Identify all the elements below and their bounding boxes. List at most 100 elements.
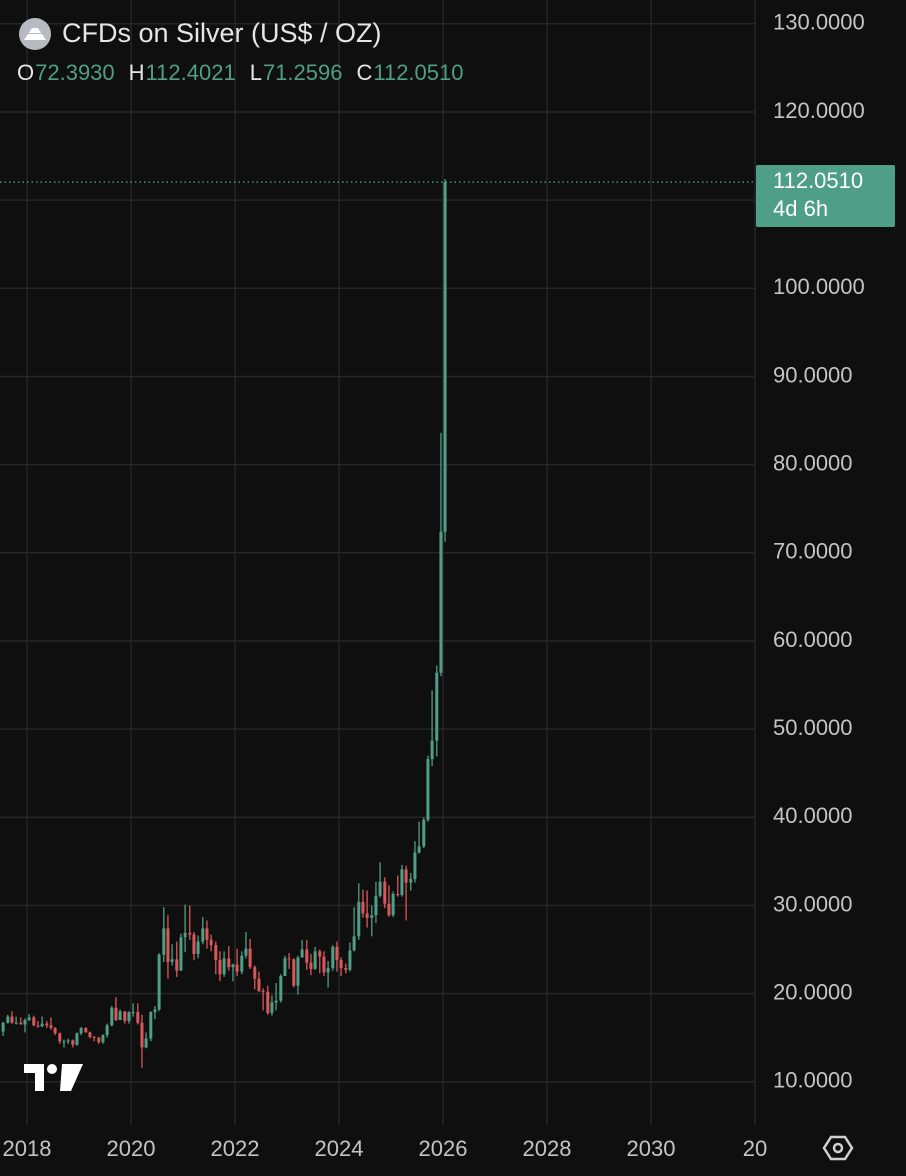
candle-body <box>296 957 300 986</box>
candle-body <box>357 901 361 937</box>
candle-body <box>231 964 235 968</box>
candle-body <box>32 1017 36 1026</box>
candle-body <box>417 846 421 853</box>
candle-body <box>214 945 218 961</box>
candle-body <box>365 913 369 918</box>
y-tick-label: 90.0000 <box>773 362 853 387</box>
candle-body <box>10 1016 14 1023</box>
candle-body <box>443 182 447 532</box>
settings-icon[interactable] <box>822 1135 854 1161</box>
candle-body <box>75 1033 79 1045</box>
candle-body <box>27 1017 31 1021</box>
candle-body <box>283 958 287 976</box>
candle-body <box>430 740 434 760</box>
y-tick-label: 10.0000 <box>773 1068 853 1093</box>
y-tick-label: 60.0000 <box>773 627 853 652</box>
candle-body <box>209 939 213 946</box>
candles <box>1 178 447 1068</box>
candle-body <box>235 964 239 972</box>
candle-body <box>36 1025 40 1027</box>
y-tick-label: 40.0000 <box>773 803 853 828</box>
tradingview-logo <box>24 1064 83 1091</box>
ohlc-key: H <box>129 60 145 85</box>
candle-body <box>344 968 348 970</box>
candle-body <box>49 1025 53 1029</box>
candle-body <box>196 941 200 954</box>
candle-body <box>383 881 387 904</box>
y-tick-label: 130.0000 <box>773 10 865 35</box>
symbol-icon <box>19 18 51 50</box>
candle-body <box>227 958 231 968</box>
candle-body <box>23 1020 27 1025</box>
candle-body <box>45 1023 49 1026</box>
candle-body <box>179 937 183 971</box>
candle-body <box>279 975 283 1001</box>
candle-body <box>244 948 248 956</box>
candle-body <box>335 946 339 961</box>
candle-body <box>248 948 252 968</box>
candle-body <box>400 869 404 895</box>
candle-body <box>318 951 322 957</box>
candle-body <box>105 1025 109 1036</box>
candle-body <box>426 759 430 820</box>
x-tick-label: 2018 <box>3 1136 52 1161</box>
chart-title: CFDs on Silver (US$ / OZ) <box>62 18 382 48</box>
x-tick-label: 2030 <box>627 1136 676 1161</box>
ohlc-key: O <box>17 60 34 85</box>
candle-body <box>71 1040 75 1045</box>
candle-body <box>58 1033 62 1042</box>
candle-body <box>378 881 382 896</box>
candle-body <box>14 1022 18 1024</box>
candle-body <box>292 959 296 986</box>
candle-body <box>404 869 408 883</box>
y-tick-label: 120.0000 <box>773 98 865 123</box>
candle-body <box>270 1002 274 1014</box>
candle-body <box>348 950 352 970</box>
candle-body <box>339 960 343 969</box>
candle-body <box>157 954 161 1010</box>
candle-body <box>1 1022 5 1032</box>
candle-body <box>361 901 365 914</box>
ohlc-key: C <box>356 60 372 85</box>
x-tick-label: 2028 <box>523 1136 572 1161</box>
ohlc-value: 72.3930 <box>35 60 115 85</box>
candle-body <box>300 949 304 958</box>
candle-body <box>92 1036 96 1038</box>
candle-body <box>326 968 330 973</box>
candle-body <box>114 1007 118 1021</box>
x-tick-label: 2022 <box>211 1136 260 1161</box>
y-tick-label: 50.0000 <box>773 715 853 740</box>
x-tick-label: 20 <box>743 1136 767 1161</box>
candle-body <box>422 819 426 847</box>
candle-body <box>305 949 309 963</box>
candle-body <box>205 928 209 940</box>
candle-body <box>322 956 326 973</box>
candle-body <box>97 1037 101 1043</box>
candle-body <box>79 1028 83 1034</box>
candle-body <box>118 1011 122 1021</box>
candle-body <box>370 915 374 918</box>
candle-body <box>144 1038 148 1048</box>
countdown-label: 4d 6h <box>773 196 828 221</box>
candle-body <box>136 1012 140 1023</box>
candle-body <box>439 531 443 673</box>
ohlc-value: 71.2596 <box>263 60 343 85</box>
candle-body <box>222 958 226 975</box>
candle-body <box>192 934 196 954</box>
candle-body <box>162 928 166 955</box>
candle-body <box>387 903 391 916</box>
candle-body <box>140 1022 144 1048</box>
candle-body <box>183 932 187 938</box>
candle-body <box>131 1012 135 1014</box>
candle-body <box>6 1016 10 1023</box>
y-tick-label: 70.0000 <box>773 539 853 564</box>
candle-body <box>166 928 170 962</box>
candle-body <box>261 990 265 992</box>
candle-body <box>110 1007 114 1026</box>
candle-body <box>218 960 222 975</box>
candle-body <box>53 1028 57 1034</box>
candle-body <box>313 951 317 969</box>
y-tick-label: 80.0000 <box>773 450 853 475</box>
candle-body <box>123 1011 127 1021</box>
candle-body <box>374 895 378 916</box>
